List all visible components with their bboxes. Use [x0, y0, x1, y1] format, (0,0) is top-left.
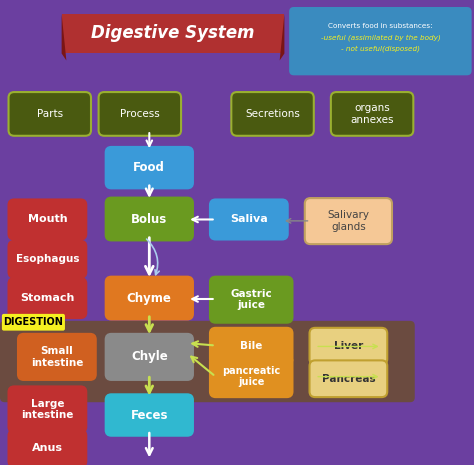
Text: -useful (assimilated by the body): -useful (assimilated by the body): [321, 34, 440, 40]
FancyBboxPatch shape: [9, 92, 91, 136]
FancyBboxPatch shape: [9, 278, 86, 318]
Polygon shape: [280, 14, 284, 60]
FancyBboxPatch shape: [331, 92, 413, 136]
Text: Bile: Bile: [240, 341, 263, 351]
Polygon shape: [62, 14, 66, 60]
FancyBboxPatch shape: [210, 277, 292, 323]
Text: Pancreas: Pancreas: [321, 374, 375, 384]
FancyBboxPatch shape: [9, 386, 86, 432]
Text: Anus: Anus: [32, 444, 63, 453]
FancyBboxPatch shape: [9, 199, 86, 239]
FancyBboxPatch shape: [106, 394, 193, 436]
Text: Small
intestine: Small intestine: [31, 346, 83, 368]
FancyBboxPatch shape: [18, 334, 96, 380]
FancyBboxPatch shape: [289, 7, 472, 75]
Text: Liver: Liver: [334, 341, 363, 351]
FancyBboxPatch shape: [9, 430, 86, 465]
Text: Stomach: Stomach: [20, 293, 74, 303]
Text: Chyle: Chyle: [131, 351, 168, 363]
Text: Feces: Feces: [130, 409, 168, 421]
Text: Food: Food: [133, 161, 165, 174]
FancyBboxPatch shape: [106, 198, 193, 240]
Text: DIGESTION: DIGESTION: [3, 317, 63, 327]
Text: Gastric
juice: Gastric juice: [230, 289, 272, 311]
FancyBboxPatch shape: [99, 92, 181, 136]
Text: Process: Process: [120, 109, 160, 119]
FancyBboxPatch shape: [2, 314, 65, 331]
FancyBboxPatch shape: [210, 199, 288, 239]
FancyBboxPatch shape: [231, 92, 314, 136]
FancyBboxPatch shape: [106, 277, 193, 319]
Text: Saliva: Saliva: [230, 214, 268, 225]
FancyBboxPatch shape: [310, 360, 387, 397]
Text: Bolus: Bolus: [131, 213, 167, 226]
Text: Chyme: Chyme: [127, 292, 172, 305]
Text: Converts food in substances:: Converts food in substances:: [328, 23, 433, 29]
Text: Salivary
glands: Salivary glands: [328, 210, 369, 232]
FancyBboxPatch shape: [106, 147, 193, 188]
Text: Secretions: Secretions: [245, 109, 300, 119]
FancyBboxPatch shape: [0, 321, 415, 402]
FancyBboxPatch shape: [106, 334, 193, 380]
Text: Mouth: Mouth: [27, 214, 67, 225]
Text: - not useful(disposed): - not useful(disposed): [341, 45, 420, 52]
Text: Large
intestine: Large intestine: [21, 399, 73, 420]
Text: Parts: Parts: [36, 109, 63, 119]
FancyBboxPatch shape: [210, 328, 292, 365]
FancyBboxPatch shape: [9, 241, 86, 278]
FancyBboxPatch shape: [310, 328, 387, 365]
FancyBboxPatch shape: [305, 198, 392, 244]
Text: organs
annexes: organs annexes: [350, 103, 394, 125]
Text: pancreatic
juice: pancreatic juice: [222, 365, 280, 387]
Polygon shape: [62, 14, 284, 53]
Text: Digestive System: Digestive System: [91, 24, 255, 42]
Text: Esophagus: Esophagus: [16, 254, 79, 264]
FancyBboxPatch shape: [210, 356, 292, 397]
